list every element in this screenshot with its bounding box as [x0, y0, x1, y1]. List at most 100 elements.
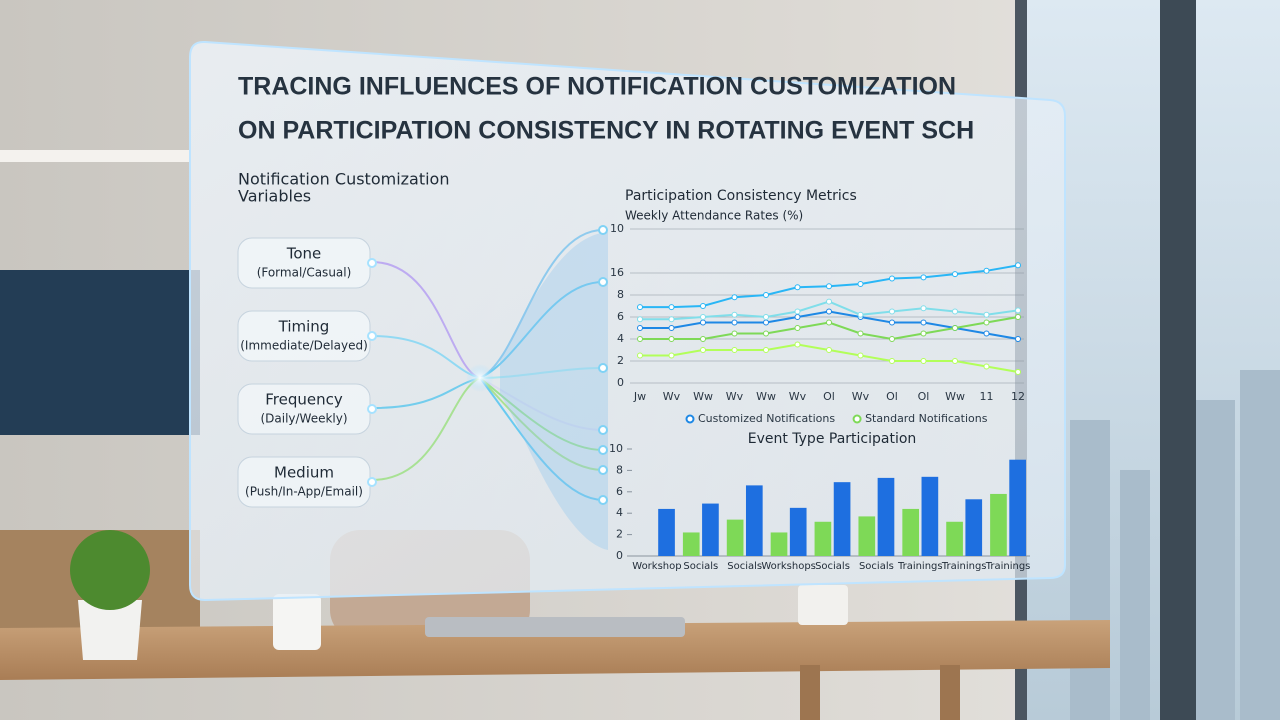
- legend-label: Customized Notifications: [698, 412, 835, 425]
- wall-screen: [0, 270, 200, 435]
- point: [952, 308, 958, 315]
- point: [763, 314, 769, 320]
- bar: [833, 482, 851, 556]
- point: [637, 352, 643, 359]
- x-tick-label: Ol: [886, 390, 898, 403]
- variable-detail: (Push/In-App/Email): [245, 485, 363, 499]
- title: ON PARTICIPATION CONSISTENCY IN ROTATING…: [238, 117, 974, 145]
- point: [826, 308, 832, 315]
- legend-marker: [852, 414, 862, 424]
- y-tick-label: 8: [616, 463, 623, 476]
- x-tick-label: Socials: [683, 561, 718, 572]
- point: [700, 314, 706, 320]
- window-frame: [1160, 0, 1196, 720]
- node-dot: [367, 477, 377, 487]
- point: [1015, 369, 1021, 375]
- x-tick-label: Workshops: [761, 561, 816, 572]
- x-tick-label: Trainings: [985, 561, 1031, 572]
- point: [700, 303, 706, 309]
- pot: [798, 585, 848, 625]
- point: [889, 275, 895, 282]
- bar: [658, 508, 675, 556]
- flow-band: [500, 232, 608, 550]
- point: [889, 308, 895, 315]
- bar: [921, 476, 939, 556]
- point: [857, 281, 864, 287]
- city: [1070, 370, 1280, 720]
- x-tick-label: 12: [1011, 390, 1025, 403]
- point: [826, 298, 832, 305]
- point: [826, 347, 832, 353]
- y-tick-label: 6: [617, 310, 624, 323]
- point: [920, 330, 927, 337]
- point: [668, 316, 675, 323]
- variable-label: Tone: [286, 245, 322, 263]
- point: [983, 363, 990, 370]
- point: [794, 284, 801, 291]
- point: [731, 347, 738, 353]
- x-tick-label: Ww: [756, 390, 776, 403]
- point: [983, 311, 990, 318]
- y-tick-label: 4: [616, 506, 623, 519]
- y-tick-label: 0: [616, 549, 623, 562]
- point: [1015, 314, 1021, 320]
- point: [1015, 262, 1021, 269]
- x-tick-label: Ww: [945, 390, 965, 403]
- point: [920, 305, 927, 312]
- x-tick-label: Socials: [815, 561, 850, 572]
- legend-marker: [685, 414, 695, 424]
- node-dot: [367, 404, 377, 414]
- x-tick-label: Trainings: [941, 561, 987, 572]
- bar: [770, 532, 788, 556]
- point: [889, 358, 895, 364]
- point: [668, 325, 675, 331]
- point: [952, 271, 958, 278]
- point: [668, 352, 675, 359]
- section-heading: Variables: [238, 187, 311, 206]
- y-tick-label: 10: [610, 222, 624, 235]
- x-tick-label: Ol: [823, 390, 835, 403]
- bar: [990, 493, 1007, 556]
- desk-leg: [800, 665, 820, 720]
- point: [857, 311, 864, 318]
- y-tick-label: 0: [617, 376, 624, 389]
- point: [731, 311, 738, 318]
- point: [637, 336, 643, 342]
- x-tick-label: Ol: [918, 390, 930, 403]
- bar: [965, 499, 983, 556]
- node-dot: [367, 331, 377, 341]
- x-tick-label: Socials: [727, 561, 762, 572]
- point: [1015, 307, 1021, 314]
- variable-label: Frequency: [265, 391, 343, 409]
- point: [763, 347, 769, 353]
- variable-label: Timing: [278, 318, 330, 336]
- bar: [745, 485, 763, 556]
- variable-label: Medium: [274, 464, 334, 482]
- y-tick-label: 4: [617, 332, 624, 345]
- point: [857, 330, 864, 337]
- point: [731, 294, 738, 301]
- glass-panel: [189, 40, 1066, 602]
- chart-title: Event Type Participation: [748, 431, 917, 447]
- bar: [858, 516, 876, 556]
- x-tick-label: Jw: [633, 390, 646, 403]
- point: [794, 341, 801, 348]
- x-tick-label: 11: [980, 390, 994, 403]
- flow-dots: [598, 225, 608, 505]
- point: [857, 352, 864, 359]
- y-tick-label: 2: [617, 354, 624, 367]
- point: [983, 267, 990, 274]
- point: [637, 304, 643, 311]
- pot: [78, 600, 142, 660]
- x-tick-label: Wv: [726, 390, 744, 403]
- variable-detail: (Immediate/Delayed): [240, 339, 368, 353]
- x-tick-label: Wv: [789, 390, 807, 403]
- point: [952, 358, 958, 364]
- shelf-light: [0, 150, 190, 162]
- variable-detail: (Daily/Weekly): [260, 412, 347, 426]
- point: [1015, 336, 1021, 342]
- point: [700, 336, 706, 342]
- desk-leg: [940, 665, 960, 720]
- point: [763, 319, 769, 326]
